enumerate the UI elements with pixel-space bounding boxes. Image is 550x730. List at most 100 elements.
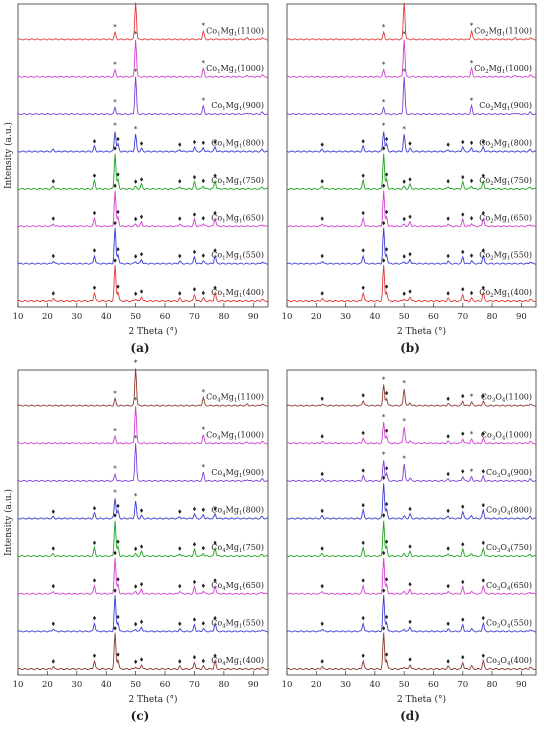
rock-salt-star-marker: * xyxy=(113,427,117,435)
spinel-diamond-marker xyxy=(92,653,97,658)
series-label-subscript: 1 xyxy=(222,218,226,224)
series-label: Co4Mg1(800) xyxy=(211,506,264,517)
spinel-diamond-marker xyxy=(408,289,412,294)
xrd-pattern-line xyxy=(17,595,268,633)
spinel-diamond-marker xyxy=(192,617,197,622)
series-label-subscript: 4 xyxy=(507,473,511,479)
spinel-diamond-marker xyxy=(446,659,450,664)
spinel-diamond-marker xyxy=(192,212,197,217)
series-label-text: (400) xyxy=(510,656,532,665)
rock-salt-star-marker: * xyxy=(382,376,386,384)
spinel-diamond-marker xyxy=(385,428,389,433)
series-label-text: Mg xyxy=(226,251,239,260)
spinel-diamond-marker xyxy=(320,434,324,439)
x-tick-label: 20 xyxy=(42,680,53,690)
series-label-subscript: 4 xyxy=(222,586,226,592)
spinel-diamond-marker xyxy=(382,550,386,556)
spinel-diamond-marker xyxy=(469,178,474,184)
series-label-text: Co xyxy=(481,393,492,402)
spinel-diamond-marker xyxy=(51,509,55,514)
spinel-diamond-marker xyxy=(113,146,117,151)
xrd-pattern-line xyxy=(17,557,269,595)
spinel-diamond-marker xyxy=(461,393,465,399)
spinel-diamond-marker xyxy=(134,216,138,222)
series-label-text: (1100) xyxy=(237,393,264,402)
series-label-subscript: 3 xyxy=(497,661,501,667)
spinel-diamond-marker xyxy=(461,542,465,547)
spinel-diamond-marker xyxy=(178,621,182,626)
spinel-diamond-marker xyxy=(201,216,205,221)
series-label-subscript: 1 xyxy=(239,106,243,112)
series-label-text: Co xyxy=(211,543,222,552)
series-label-subscript: 1 xyxy=(217,69,221,75)
spinel-diamond-marker xyxy=(51,253,55,259)
spinel-diamond-marker xyxy=(201,178,205,184)
series-label-text: (650) xyxy=(242,213,264,222)
series-label-text: Co xyxy=(479,139,490,148)
spinel-diamond-marker xyxy=(213,540,217,546)
xrd-pattern-line xyxy=(286,227,537,265)
rock-salt-star-marker: * xyxy=(134,126,138,134)
spinel-diamond-marker xyxy=(92,210,97,216)
rock-salt-star-marker: * xyxy=(134,397,138,405)
spinel-diamond-marker xyxy=(385,577,389,582)
series-label-subscript: 4 xyxy=(217,435,221,441)
y-axis-label: Intensity (a.u.) xyxy=(3,122,14,189)
spinel-diamond-marker xyxy=(213,653,217,658)
series-label-text: Co xyxy=(474,26,485,35)
xrd-pattern-line xyxy=(286,131,537,153)
series-label-subscript: 1 xyxy=(217,31,221,37)
spinel-diamond-marker xyxy=(382,588,386,593)
x-tick-label: 50 xyxy=(399,312,410,322)
series-label: Co2Mg1(550) xyxy=(479,251,532,262)
series-label-text: Mg xyxy=(494,213,507,222)
series-label-text: Co xyxy=(481,430,492,439)
series-label-text: Mg xyxy=(226,543,239,552)
series-label-subscript: 1 xyxy=(507,218,511,224)
x-tick-label: 90 xyxy=(516,312,527,322)
rock-salt-star-marker: * xyxy=(470,468,474,476)
series-label-subscript: 4 xyxy=(222,661,226,667)
series-label-text: Mg xyxy=(494,139,507,148)
spinel-diamond-marker xyxy=(446,508,450,514)
spinel-diamond-marker xyxy=(134,621,138,627)
spinel-diamond-marker xyxy=(139,289,144,294)
rock-salt-star-marker: * xyxy=(113,61,117,69)
x-tick-label: 70 xyxy=(189,680,200,690)
series-label-text: Co xyxy=(486,656,497,665)
rock-salt-star-marker: * xyxy=(134,493,138,501)
series-label-text: Mg xyxy=(226,101,239,110)
series-label-subscript: 3 xyxy=(497,511,501,517)
series-label-subscript: 4 xyxy=(217,398,221,404)
rock-salt-star-marker: * xyxy=(202,426,206,434)
series-label-text: Mg xyxy=(226,176,239,185)
series-label-text: Co xyxy=(486,581,497,590)
spinel-diamond-marker xyxy=(361,615,365,621)
series-label-subscript: 1 xyxy=(239,548,243,554)
spinel-diamond-marker xyxy=(320,216,324,221)
spinel-diamond-marker xyxy=(446,546,450,551)
series-label: Co4Mg1(1100) xyxy=(206,393,264,404)
rock-salt-star-marker: * xyxy=(382,98,386,106)
series-label-text: (1100) xyxy=(237,26,264,35)
rock-salt-star-marker: * xyxy=(134,68,138,76)
spinel-diamond-marker xyxy=(139,582,144,587)
series-label-text: Mg xyxy=(489,26,502,35)
spinel-diamond-marker xyxy=(385,209,389,215)
spinel-diamond-marker xyxy=(113,550,117,556)
spinel-diamond-marker xyxy=(402,216,406,222)
rock-salt-star-marker: * xyxy=(202,97,206,105)
spinel-diamond-marker xyxy=(461,431,465,436)
series-label-subscript: 2 xyxy=(490,256,494,262)
xrd-pattern-line xyxy=(286,557,537,595)
y-axis-label: Intensity (a.u.) xyxy=(3,489,14,556)
series-label: Co3O4(1100) xyxy=(481,393,532,404)
spinel-diamond-marker xyxy=(92,139,97,144)
rock-salt-star-marker: * xyxy=(202,60,206,68)
series-label: Co2Mg1(800) xyxy=(479,139,532,150)
rock-salt-star-marker: * xyxy=(402,126,406,134)
spinel-diamond-marker xyxy=(320,659,324,664)
spinel-diamond-marker xyxy=(201,290,205,296)
series-label: Co2Mg1(750) xyxy=(479,176,532,187)
